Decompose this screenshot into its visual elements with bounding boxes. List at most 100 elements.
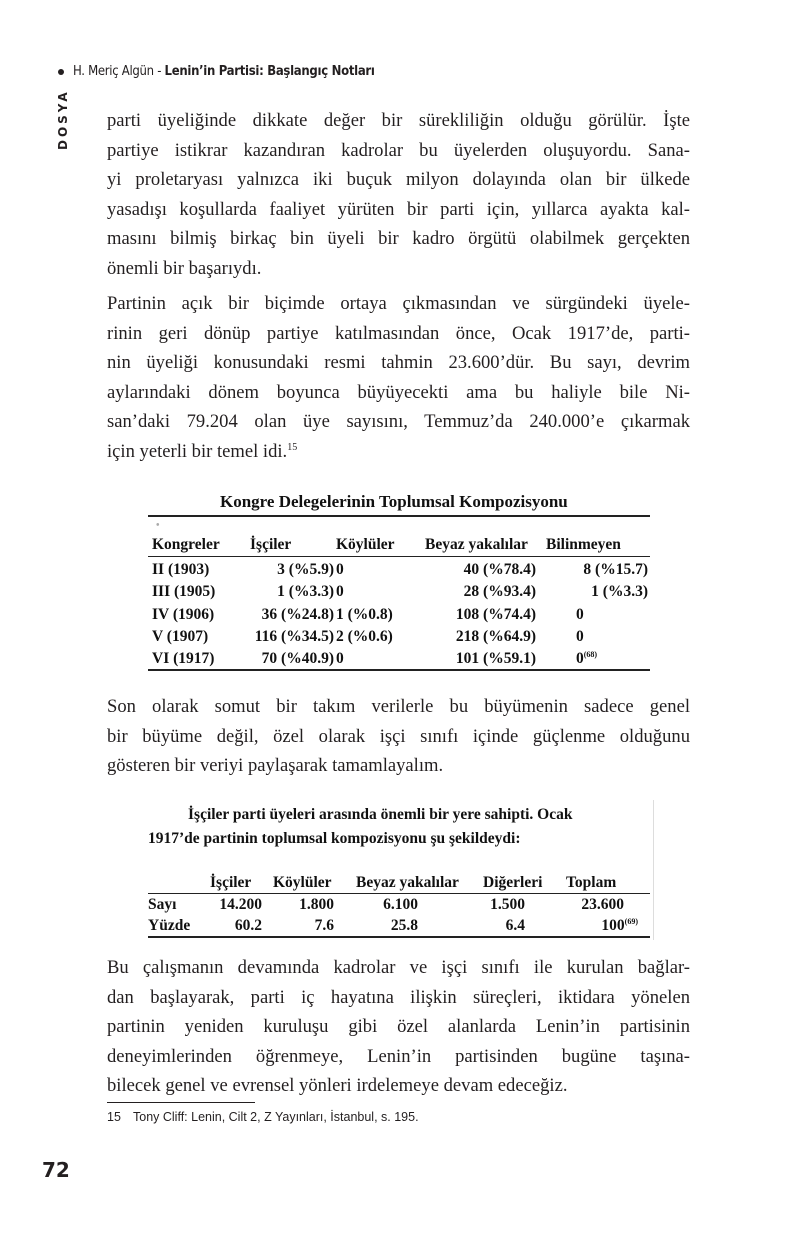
cell-value: V (1907) — [152, 628, 209, 645]
cell-value: 3 (%5.9) — [277, 561, 334, 578]
line-text: parti üyeliğinde dikkate değer bir sürek… — [107, 110, 690, 131]
text-line: san’daki 79.204 olan üye sayısını, Temmu… — [107, 407, 690, 437]
line-text: için yeterli bir temel idi. — [107, 440, 288, 462]
cell-value: 218 (%64.9) — [455, 628, 536, 645]
text-line: yasadışı koşullarda faaliyet yürüten bir… — [107, 195, 690, 225]
cell-value: III (1905) — [152, 583, 216, 600]
line-text: yasadışı koşullarda faaliyet yürüten bir… — [107, 198, 690, 220]
paragraph-4: Bu çalışmanın devamında kadrolar ve işçi… — [107, 953, 690, 1101]
cell-value: 0 — [576, 650, 584, 667]
table-cell: 25.8 — [391, 917, 418, 935]
table-cell: 1.800 — [299, 896, 334, 914]
table-cell: VI (1917) — [152, 650, 214, 668]
column-header: Beyaz yakalılar — [356, 874, 459, 891]
table-intro-2: 1917’de partinin toplumsal kompozisyonu … — [148, 830, 521, 847]
cell-value: 40 (%78.4) — [463, 561, 536, 578]
cell-value: 7.6 — [314, 917, 334, 934]
line-text: dan başlayarak, parti iç hayatına ilişki… — [107, 986, 690, 1008]
note-ref: (69) — [624, 917, 638, 926]
cell-value: 1 (%3.3) — [277, 583, 334, 600]
cell-value: 101 (%59.1) — [455, 650, 536, 667]
table-cell: II (1903) — [152, 561, 209, 579]
cell-value: 100 — [601, 917, 625, 934]
table-cell: 40 (%78.4) — [464, 561, 536, 579]
cell-value: Yüzde — [148, 917, 191, 934]
table-cell: 0 — [336, 650, 344, 668]
text-line: yi proletaryası yalnızca iki buçuk milyo… — [107, 165, 690, 195]
cell-value: 60.2 — [234, 917, 262, 934]
text-line: bir büyüme değil, özel olarak işçi sınıf… — [107, 722, 690, 752]
table-cell: III (1905) — [152, 583, 215, 601]
cell-value: 25.8 — [390, 917, 418, 934]
column-header: Kongreler — [152, 536, 220, 553]
line-text: masını bilmiş birkaç bin üyeli bir kadro… — [107, 228, 690, 250]
line-text: partiye istikrar kazandıran kadrolar bu … — [107, 139, 690, 161]
text-line: Bu çalışmanın devamında kadrolar ve işçi… — [107, 953, 690, 983]
table-title: Kongre Delegelerinin Toplumsal Kompozisy… — [220, 492, 568, 511]
table-rule — [148, 556, 650, 557]
header-author: H. Meriç Algün - — [73, 64, 165, 79]
cell-value: 108 (%74.4) — [455, 606, 536, 623]
table-cell: 1 (%3.3) — [591, 583, 648, 601]
table-cell: 108 (%74.4) — [456, 606, 536, 624]
line-text: deneyimlerinden öğrenmeye, Lenin’in part… — [107, 1045, 690, 1067]
cell-value: II (1903) — [152, 561, 210, 578]
paragraph-1: parti üyeliğinde dikkate değer bir sürek… — [107, 106, 690, 284]
text-line: aylarındaki dönem boyunca büyüyecekti am… — [107, 378, 690, 408]
line-text: gösteren bir veriyi paylaşarak tamamlaya… — [107, 755, 444, 777]
table-cell: 101 (%59.1) — [456, 650, 536, 668]
cell-value: 0 — [336, 583, 344, 600]
cell-value: 116 (%34.5) — [254, 628, 334, 645]
column-header: Bilinmeyen — [546, 536, 621, 553]
table-cell: Sayı — [148, 896, 176, 914]
cell-value: 6.100 — [383, 896, 418, 913]
footnote-ref: 15 — [287, 441, 298, 453]
line-text: nin üyeliği konusundaki resmi tahmin 23.… — [107, 352, 690, 374]
line-text: rinin geri dönüp partiye katılmasından ö… — [107, 322, 690, 344]
cell-value: 1.500 — [490, 896, 525, 913]
line-text: Partinin açık bir biçimde ortaya çıkması… — [107, 293, 690, 314]
text-line: partiye istikrar kazandıran kadrolar bu … — [107, 136, 690, 166]
table-cell: 0 — [576, 628, 584, 646]
column-header: İşçiler — [210, 874, 252, 891]
table-cell: 116 (%34.5) — [255, 628, 334, 646]
table-cell: 1.500 — [490, 896, 525, 914]
column-header: Toplam — [566, 874, 617, 891]
line-text: partinin yeniden kuruluşu gibi özel alan… — [107, 1016, 690, 1038]
line-text: bilecek genel ve evrensel yönleri irdele… — [107, 1075, 568, 1097]
footnote-number: 15 — [107, 1110, 121, 1124]
column-header: Köylüler — [336, 536, 395, 553]
cell-value: 0 — [336, 561, 344, 578]
paragraph-2: Partinin açık bir biçimde ortaya çıkması… — [107, 289, 690, 467]
scan-edge — [653, 800, 654, 940]
text-line: bilecek genel ve evrensel yönleri irdele… — [107, 1071, 690, 1101]
table-cell: 1 (%0.8) — [336, 606, 393, 624]
table-cell: 36 (%24.8) — [262, 606, 334, 624]
line-text: san’daki 79.204 olan üye sayısını, Temmu… — [107, 411, 690, 433]
text-line: deneyimlerinden öğrenmeye, Lenin’in part… — [107, 1042, 690, 1072]
text-line: gösteren bir veriyi paylaşarak tamamlaya… — [107, 751, 690, 781]
bullet-icon — [58, 68, 64, 75]
cell-value: 36 (%24.8) — [261, 606, 334, 623]
cell-value: 23.600 — [581, 896, 624, 913]
cell-value: 0 — [576, 606, 584, 623]
text-line: için yeterli bir temel idi.15 — [107, 437, 690, 467]
table-cell: 2 (%0.6) — [336, 628, 393, 646]
table-cell: 28 (%93.4) — [464, 583, 536, 601]
column-header: İşçiler — [250, 536, 292, 553]
cell-value: IV (1906) — [152, 606, 215, 623]
table-cell: 23.600 — [581, 896, 624, 914]
party-composition-table: İşçiler parti üyeleri arasında önemli bi… — [148, 800, 654, 940]
table-cell: 0 — [336, 583, 344, 601]
table-cell: 1 (%3.3) — [277, 583, 334, 601]
cell-value: 8 (%15.7) — [583, 561, 648, 578]
footnote: 15 Tony Cliff: Lenin, Cilt 2, Z Yayınları… — [107, 1110, 419, 1124]
line-text: yi proletaryası yalnızca iki buçuk milyo… — [107, 169, 690, 191]
cell-value: 6.4 — [505, 917, 525, 934]
table-cell: 0(68) — [576, 650, 597, 668]
table-cell: V (1907) — [152, 628, 208, 646]
note-ref: (68) — [583, 650, 598, 659]
line-text: aylarındaki dönem boyunca büyüyecekti am… — [107, 381, 690, 403]
header-title: Lenin’in Partisi: Başlangıç Notları — [164, 64, 375, 79]
table-rule — [148, 515, 650, 517]
